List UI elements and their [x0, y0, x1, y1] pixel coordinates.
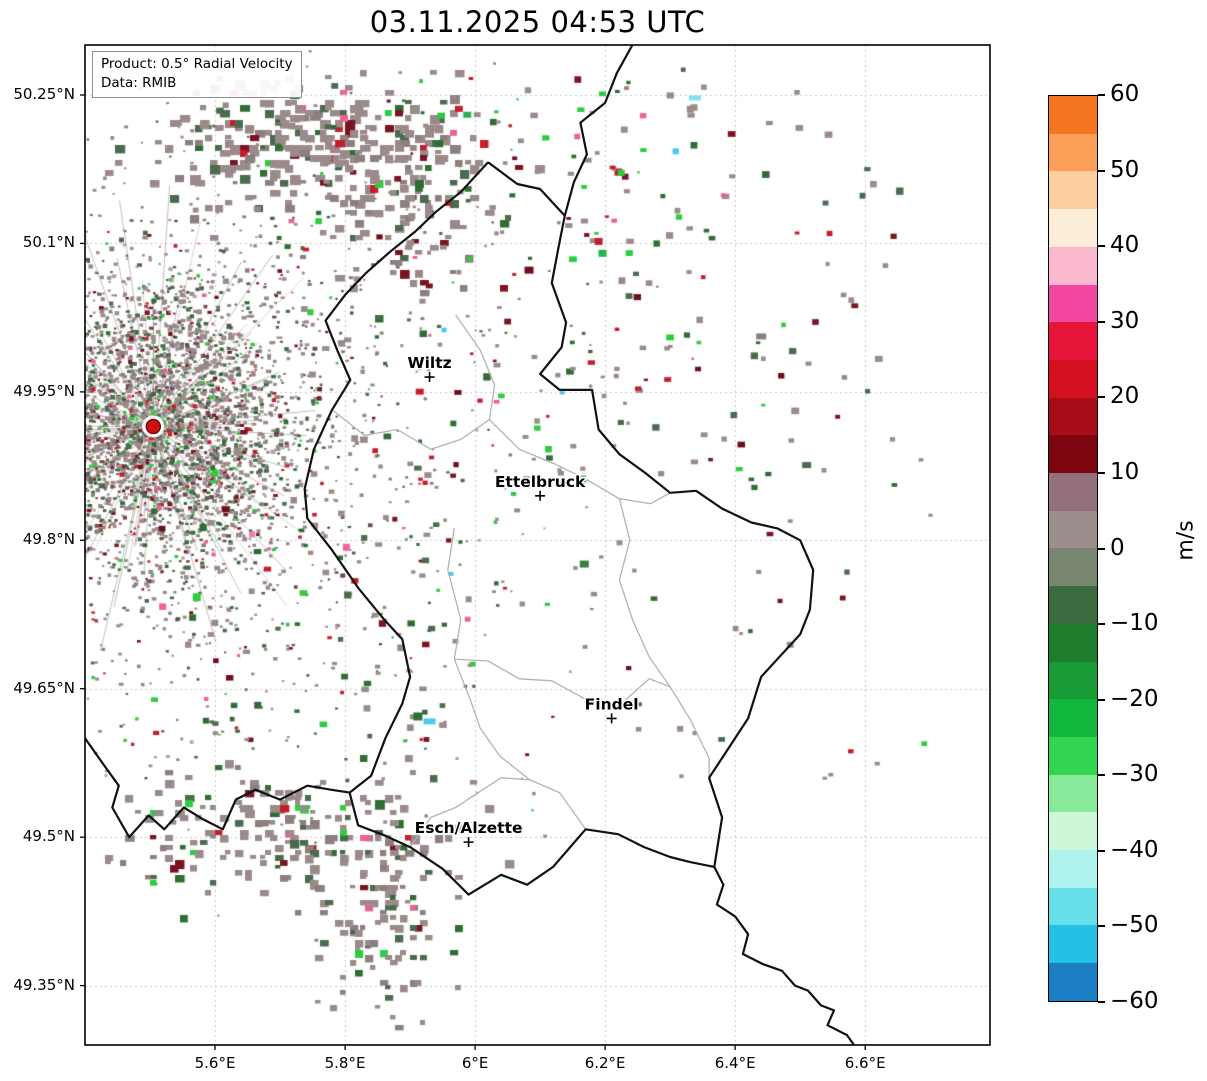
colorbar-segment — [1049, 322, 1097, 360]
colorbar-segment — [1049, 473, 1097, 511]
y-tick-label: 49.65°N — [13, 678, 75, 697]
colorbar-tick-label: −30 — [1110, 761, 1159, 788]
country-border — [713, 866, 856, 1045]
data-source-line: Data: RMIB — [101, 75, 177, 92]
colorbar-tick-mark — [1098, 320, 1105, 323]
colorbar-tick-mark — [1098, 698, 1105, 701]
colorbar-segment — [1049, 397, 1097, 436]
colorbar-tick-mark — [1098, 245, 1105, 248]
colorbar-tick-label: 10 — [1110, 458, 1140, 485]
colorbar-tick-mark — [1098, 1001, 1105, 1003]
figure-title: 03.11.2025 04:53 UTC — [369, 5, 706, 39]
city-marker — [535, 490, 546, 501]
colorbar-tick-mark — [1098, 774, 1105, 777]
city-marker — [463, 837, 474, 848]
x-tick-label: 6.4°E — [714, 1054, 756, 1072]
colorbar-tick-mark — [1098, 471, 1105, 474]
colorbar-tick-label: 40 — [1110, 232, 1140, 259]
colorbar-tick-label: −50 — [1110, 912, 1159, 939]
city-label: Ettelbruck — [495, 473, 586, 491]
product-info-box: Product: 0.5° Radial Velocity Data: RMIB — [92, 51, 302, 99]
x-tick-label: 6.6°E — [844, 1054, 886, 1072]
district-border — [447, 528, 587, 830]
city-label: Wiltz — [407, 354, 451, 372]
country-border — [85, 737, 350, 839]
colorbar-segment — [1049, 963, 1097, 1001]
colorbar-segment — [1049, 586, 1097, 624]
city-label: Findel — [585, 695, 639, 713]
colorbar-segment — [1049, 510, 1097, 549]
colorbar-tick-mark — [1098, 623, 1105, 626]
colorbar-segment — [1049, 774, 1097, 813]
colorbar-tick-mark — [1098, 169, 1105, 172]
colorbar-tick-label: 0 — [1110, 534, 1125, 561]
colorbar-segment — [1049, 359, 1097, 398]
colorbar-segment — [1049, 925, 1097, 964]
colorbar-segment — [1049, 435, 1097, 474]
colorbar-tick-label: 50 — [1110, 156, 1140, 183]
colorbar-segment — [1049, 246, 1097, 285]
colorbar-segment — [1049, 133, 1097, 172]
district-border — [331, 409, 490, 451]
colorbar-tick-label: 30 — [1110, 307, 1140, 334]
city-label: Esch/Alzette — [415, 819, 523, 837]
colorbar-tick-mark — [1098, 94, 1105, 96]
x-tick-label: 6.2°E — [584, 1054, 626, 1072]
x-tick-label: 5.8°E — [324, 1054, 366, 1072]
y-tick-label: 50.1°N — [22, 233, 75, 252]
country-border — [563, 45, 634, 216]
colorbar-tick-mark — [1098, 849, 1105, 852]
colorbar-segment — [1049, 887, 1097, 926]
colorbar-tick-label: 20 — [1110, 383, 1140, 410]
colorbar-tick-label: 60 — [1110, 81, 1140, 107]
colorbar-tick-label: −20 — [1110, 685, 1159, 712]
y-tick-label: 50.25°N — [13, 84, 75, 103]
y-tick-label: 49.35°N — [13, 975, 75, 994]
colorbar-segment — [1049, 96, 1097, 134]
radar-site-marker — [145, 418, 162, 435]
district-border — [455, 314, 671, 505]
colorbar-segment — [1049, 548, 1097, 587]
colorbar-segment — [1049, 736, 1097, 775]
colorbar-tick-label: −60 — [1110, 988, 1159, 1014]
colorbar-tick-label: −10 — [1110, 610, 1159, 637]
colorbar-tick-mark — [1098, 547, 1105, 550]
colorbar-segment — [1049, 699, 1097, 737]
colorbar-segment — [1049, 850, 1097, 888]
colorbar-segment — [1049, 661, 1097, 700]
y-tick-label: 49.8°N — [22, 530, 75, 549]
city-marker — [424, 372, 435, 383]
colorbar-segment — [1049, 284, 1097, 323]
y-tick-label: 49.95°N — [13, 381, 75, 400]
district-border — [409, 777, 530, 848]
colorbar-segment — [1049, 171, 1097, 210]
colorbar-segment — [1049, 209, 1097, 247]
colorbar-segment — [1049, 812, 1097, 851]
product-line: Product: 0.5° Radial Velocity — [101, 56, 293, 72]
city-marker — [606, 713, 617, 724]
colorbar-segment — [1049, 623, 1097, 662]
district-border — [454, 658, 671, 708]
colorbar — [1048, 95, 1098, 1002]
colorbar-tick-mark — [1098, 925, 1105, 928]
y-tick-label: 49.5°N — [22, 827, 75, 846]
colorbar-tick-mark — [1098, 396, 1105, 399]
colorbar-unit-label: m/s — [1173, 520, 1199, 561]
x-tick-label: 5.6°E — [194, 1054, 236, 1072]
country-border — [303, 161, 815, 896]
x-tick-label: 6°E — [461, 1054, 489, 1072]
district-border — [618, 498, 710, 778]
colorbar-tick-label: −40 — [1110, 836, 1159, 863]
plot-frame — [84, 44, 991, 1046]
